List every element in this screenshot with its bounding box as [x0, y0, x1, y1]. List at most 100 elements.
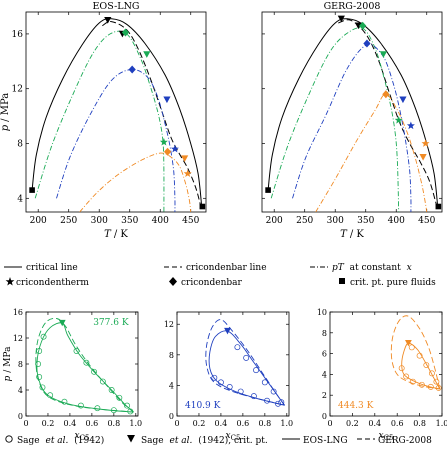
chart-3: 0 0.2 0.4 0.6 0.8 1.0 0 4 8 12 16 xC5 p/ MPa 377.6 K [3, 308, 142, 442]
y-tick-label: 8 [17, 140, 23, 150]
x-tick-label: 0.2 [42, 419, 55, 428]
x-tick-label: 1.0 [129, 419, 142, 428]
sage-data-point [108, 387, 115, 393]
legend-cricondentherm-label: cricondentherm [16, 278, 89, 288]
legend-critical-line-label: critical line [26, 263, 78, 273]
x-tick-label: 0.6 [237, 419, 250, 428]
critical-point-marker [181, 155, 189, 162]
x-axis-label: xC5 [379, 431, 394, 442]
sage-data-point [275, 400, 281, 407]
legend-cricondenbar-line-label: cricondenbar line [186, 263, 267, 273]
x-tick-label: 200 [30, 216, 47, 226]
temperature-annotation: 377.6 K [93, 318, 129, 328]
x-tick-label: 300 [327, 216, 344, 226]
x-tick-label: 0.6 [86, 419, 99, 428]
sage-data-point [39, 384, 46, 391]
legend-eos-label: EOS-LNG [303, 436, 348, 446]
sage-data-point [99, 378, 106, 385]
y-tick-label: 2 [322, 391, 327, 400]
x-tick-label: 1.0 [280, 419, 293, 428]
x-axis-label: T / K [340, 229, 364, 240]
cricondenbar-marker [128, 65, 136, 74]
x-tick-label: 0.2 [193, 419, 206, 428]
x-tick-label: 200 [266, 216, 283, 226]
sage-data-point [398, 365, 405, 372]
y-axis-label: p/ MPa [0, 93, 11, 131]
temperature-annotation: 410.9 K [185, 401, 221, 411]
chart-2: 200 250 300 350 400 450 GERG-2008 T / K [261, 1, 443, 240]
pure-fluid-marker [265, 187, 271, 193]
y-tick-label: 8 [322, 329, 327, 338]
sage-data-point [116, 394, 123, 401]
chart-4: 0 0.2 0.4 0.6 0.8 1.0 0 4 8 12 xC5 410.9 K [164, 311, 293, 442]
plot-area [31, 18, 203, 212]
x-tick-label: 0.6 [391, 419, 404, 428]
sage-data-point [270, 388, 277, 395]
x-tick-label: 0 [174, 419, 179, 428]
x-tick-label: 0.8 [258, 419, 271, 428]
critical-point-marker [379, 51, 388, 58]
y-tick-label: 16 [13, 308, 23, 317]
x-tick-label: 350 [357, 216, 374, 226]
x-tick-label: 450 [182, 216, 199, 226]
legend-cricondenbar-label: cricondenbar [181, 278, 242, 288]
x-tick-label: 300 [91, 216, 108, 226]
x-axis-label: T / K [104, 229, 128, 240]
eos-lng-curve [401, 342, 441, 390]
cricondentherm-marker [170, 144, 179, 153]
sage-data-point [61, 398, 68, 405]
sage-data-point [433, 378, 440, 385]
envelope-series [292, 44, 412, 212]
chart-title: GERG-2008 [324, 1, 381, 12]
critical-line-series [31, 18, 203, 207]
sage-data-point [423, 362, 430, 368]
pure-fluid-marker [199, 203, 206, 210]
legend-cricondentherm-star-icon [5, 277, 15, 286]
y-tick-label: 6 [322, 350, 327, 359]
x-tick-label: 400 [152, 216, 169, 226]
pure-fluid-marker [435, 203, 442, 210]
gerg-2008-curve [205, 319, 285, 406]
sage-data-point [237, 388, 244, 395]
sage-critical-point [224, 327, 231, 335]
x-tick-label: 450 [418, 216, 435, 226]
critical-point-marker [104, 17, 112, 24]
envelope-series [34, 30, 165, 212]
sage-data-point [278, 399, 285, 406]
sage-data-point [217, 379, 224, 386]
temperature-annotation: 444.3 K [338, 401, 374, 411]
chart-5: 0 0.2 0.4 0.6 0.8 1.0 0 2 4 6 8 10 xC5 444.3 K [317, 308, 447, 442]
legend-sage-crit-triangle-icon [127, 435, 135, 443]
sage-data-point [211, 374, 218, 381]
plot-area [267, 18, 439, 212]
critical-point-marker [143, 51, 151, 58]
gerg-2008-curve [35, 317, 134, 413]
x-tick-label: 0 [23, 419, 28, 428]
envelope-series [315, 93, 428, 212]
y-tick-label: 0 [18, 412, 23, 421]
y-tick-label: 0 [169, 412, 174, 421]
sage-data-point [428, 370, 435, 377]
sage-critical-point [405, 340, 412, 347]
critical-point-marker [163, 96, 171, 104]
sage-data-point [47, 392, 54, 399]
y-tick-label: 4 [322, 370, 327, 379]
x-tick-label: 350 [121, 216, 138, 226]
sage-data-point [264, 397, 270, 404]
sage-critical-point [58, 319, 66, 327]
sage-data-point [226, 383, 233, 390]
cricondenbar-line-series [102, 21, 201, 206]
x-tick-label: 250 [60, 216, 77, 226]
sage-data-point [77, 402, 84, 409]
y-tick-label: 4 [17, 194, 23, 204]
sage-data-point [427, 383, 434, 390]
critical-point-marker [354, 22, 363, 30]
y-tick-label: 12 [12, 85, 23, 95]
chart-1: 200 250 300 350 400 450 4 8 12 16 EOS-LNG T / K p/ MP… [0, 1, 207, 240]
cricondentherm-marker [421, 139, 430, 147]
x-tick-label: 0 [327, 419, 332, 428]
x-tick-label: 250 [296, 216, 313, 226]
legend-top: critical line cricondenbar line pT at co… [4, 263, 436, 288]
